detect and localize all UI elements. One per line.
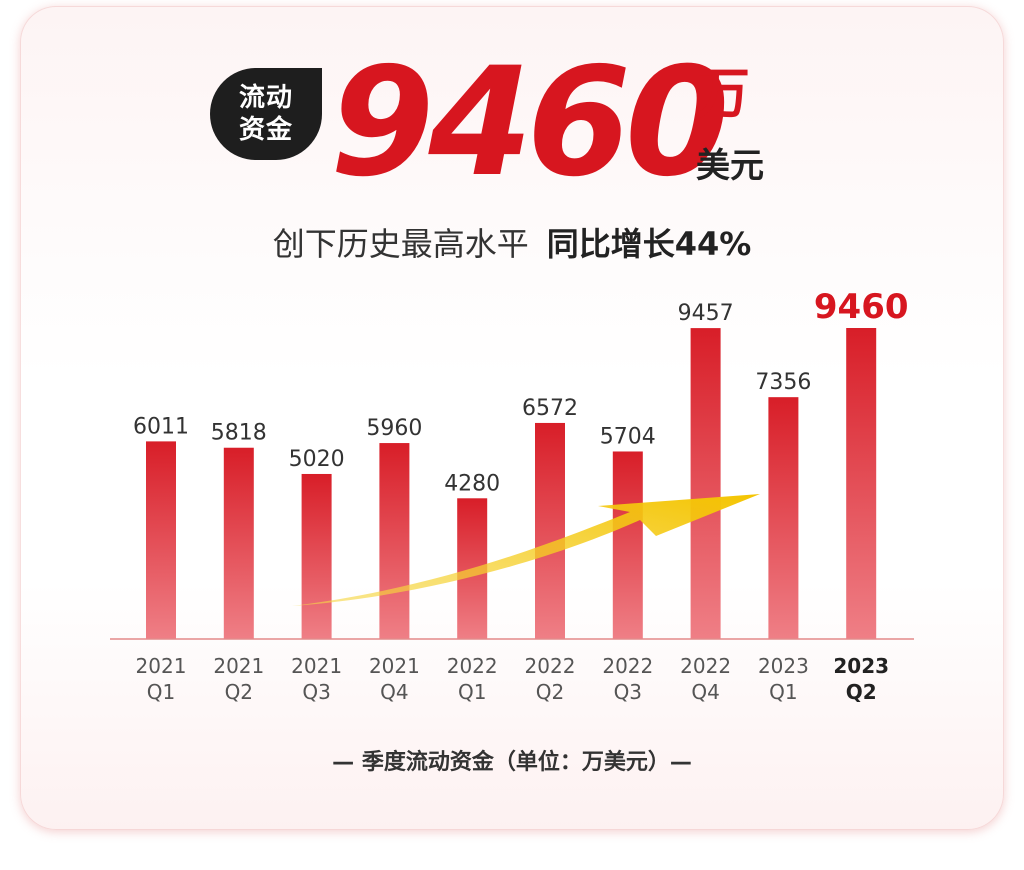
value-label-5: 6572 bbox=[522, 396, 578, 421]
value-label-0: 6011 bbox=[133, 414, 189, 439]
bar-2 bbox=[301, 473, 332, 639]
bar-6 bbox=[612, 451, 643, 639]
bar-3 bbox=[379, 443, 410, 639]
subtitle: 创下历史最高水平 同比增长44% bbox=[0, 222, 1024, 266]
trend-arrow bbox=[292, 494, 760, 606]
value-label-2: 5020 bbox=[289, 447, 345, 472]
tick-label-5-0: 2022 bbox=[525, 654, 576, 678]
bar-7 bbox=[690, 328, 721, 639]
value-label-4: 4280 bbox=[444, 471, 500, 496]
bar-9 bbox=[846, 328, 877, 639]
headline-unit-wan: 万 bbox=[696, 62, 750, 125]
bars-group bbox=[146, 328, 877, 639]
tick-label-1-0: 2021 bbox=[213, 654, 264, 678]
tick-label-6-0: 2022 bbox=[602, 654, 653, 678]
tick-label-3-0: 2021 bbox=[369, 654, 420, 678]
tick-label-4-0: 2022 bbox=[447, 654, 498, 678]
tick-label-0-1: Q1 bbox=[147, 680, 175, 704]
value-label-1: 5818 bbox=[211, 421, 267, 446]
tick-label-8-1: Q1 bbox=[769, 680, 797, 704]
value-label-7: 9457 bbox=[678, 301, 734, 326]
tick-label-2-1: Q3 bbox=[302, 680, 330, 704]
subtitle-growth: 同比增长44% bbox=[546, 225, 752, 263]
value-label-8: 7356 bbox=[755, 370, 811, 395]
tick-label-4-1: Q1 bbox=[458, 680, 486, 704]
chart-card bbox=[20, 6, 1004, 830]
headline-value: 9460 bbox=[330, 36, 729, 210]
tick-label-1-1: Q2 bbox=[225, 680, 253, 704]
value-label-6: 5704 bbox=[600, 424, 656, 449]
bar-0 bbox=[146, 441, 176, 639]
headline-unit-usd: 美元 bbox=[696, 146, 764, 186]
badge-line1: 流动 bbox=[238, 83, 293, 113]
tick-label-5-1: Q2 bbox=[536, 680, 564, 704]
tick-label-3-1: Q4 bbox=[380, 680, 408, 704]
bar-8 bbox=[768, 397, 799, 639]
tick-label-9-0: 2023 bbox=[833, 654, 889, 678]
tick-label-2-0: 2021 bbox=[291, 654, 342, 678]
tick-label-6-1: Q3 bbox=[614, 680, 642, 704]
tick-label-7-0: 2022 bbox=[680, 654, 731, 678]
bar-1 bbox=[223, 447, 254, 639]
liquidity-badge: 流动 资金 bbox=[210, 68, 322, 160]
value-label-3: 5960 bbox=[366, 416, 422, 441]
bar-5 bbox=[535, 422, 565, 639]
value-label-9: 9460 bbox=[814, 287, 909, 327]
labels-group: 60112021Q158182021Q250202021Q359602021Q4… bbox=[133, 287, 909, 704]
tick-label-7-1: Q4 bbox=[691, 680, 719, 704]
subtitle-record: 创下历史最高水平 bbox=[272, 225, 529, 263]
tick-label-8-0: 2023 bbox=[758, 654, 809, 678]
tick-label-9-1: Q2 bbox=[846, 680, 877, 704]
chart-caption: — 季度流动资金（单位：万美元）— bbox=[332, 750, 692, 775]
tick-label-0-0: 2021 bbox=[136, 654, 187, 678]
badge-line2: 资金 bbox=[238, 115, 293, 145]
